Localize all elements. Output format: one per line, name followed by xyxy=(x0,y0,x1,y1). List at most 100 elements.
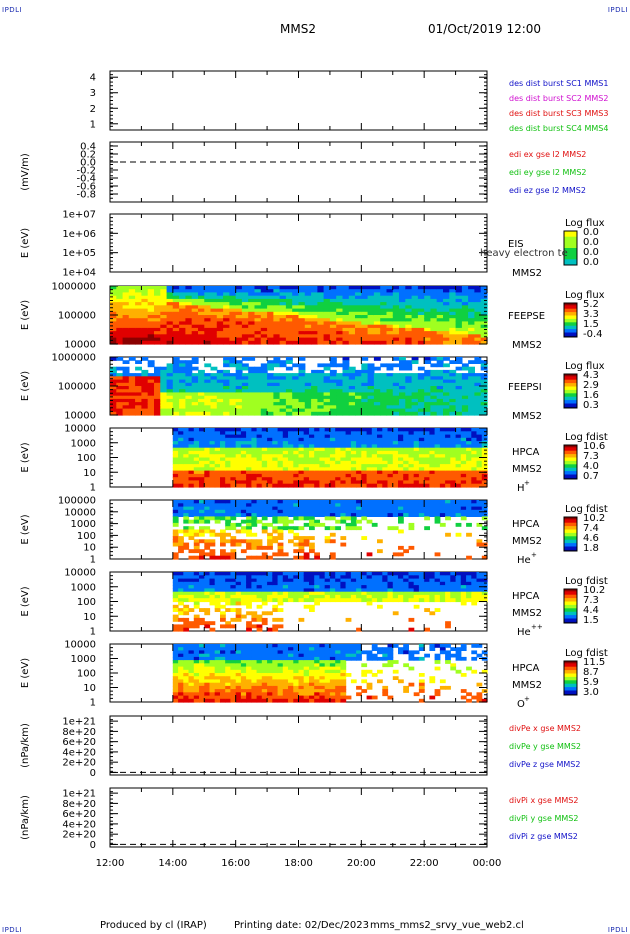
colorbar-segment xyxy=(564,330,577,332)
spectrogram-cell xyxy=(474,402,482,406)
spectrogram-cell xyxy=(480,337,488,342)
spectrogram-cell xyxy=(293,555,300,560)
colorbar-segment xyxy=(564,397,577,400)
spectrogram-cell xyxy=(443,411,450,416)
spectrogram-cell xyxy=(230,460,237,465)
spectrogram-cell xyxy=(439,450,446,455)
spectrogram-cell xyxy=(445,454,451,459)
spectrogram-cell xyxy=(260,392,268,397)
spectrogram-cell xyxy=(314,441,320,445)
spectrogram-cell xyxy=(373,411,381,416)
spectrogram-cell xyxy=(116,373,124,377)
colorbar-segment xyxy=(564,531,577,534)
spectrogram-cell xyxy=(220,532,226,537)
spectrogram-cell xyxy=(214,555,221,560)
spectrogram-cell xyxy=(429,447,436,452)
spectrogram-cell xyxy=(449,392,457,397)
spectrogram-cell xyxy=(191,295,199,300)
spectrogram-cell xyxy=(256,617,263,622)
spectrogram-cell xyxy=(282,441,289,445)
spectrogram-cell xyxy=(260,382,268,387)
spectrogram-cell xyxy=(314,522,320,527)
spectrogram-cell xyxy=(443,369,450,374)
spectrogram-cell xyxy=(285,357,293,361)
spectrogram-cell xyxy=(273,286,281,290)
spectrogram-cell xyxy=(229,363,237,368)
spectrogram-cell xyxy=(298,464,305,468)
spectrogram-cell xyxy=(288,500,294,504)
spectrogram-cell xyxy=(160,392,168,397)
spectrogram-cell xyxy=(411,292,419,297)
spectrogram-cell xyxy=(303,591,310,596)
spectrogram-cell xyxy=(277,529,284,534)
spectrogram-cell xyxy=(356,572,362,576)
spectrogram-cell xyxy=(154,324,161,329)
colorbar-segment xyxy=(564,332,577,335)
spectrogram-cell xyxy=(223,392,230,397)
spectrogram-cell xyxy=(172,431,179,436)
spectrogram-cell xyxy=(267,302,274,306)
spectrogram-cell xyxy=(366,578,373,583)
spectrogram-cell xyxy=(272,444,279,449)
spectrogram-cell xyxy=(445,460,451,465)
spectrogram-cell xyxy=(135,405,142,410)
spectrogram-cell xyxy=(160,318,168,322)
spectrogram-cell xyxy=(424,627,430,632)
spectrogram-cell xyxy=(110,373,117,377)
spectrogram-cell xyxy=(147,360,155,364)
spectrogram-cell xyxy=(417,318,425,322)
spectrogram-cell xyxy=(392,340,400,345)
spectrogram-cell xyxy=(317,334,325,339)
spectrogram-cell xyxy=(248,382,256,387)
spectrogram-cell xyxy=(216,379,224,384)
colorbar-segment xyxy=(564,472,577,474)
spectrogram-cell xyxy=(256,542,263,547)
colorbar-segment xyxy=(564,380,577,383)
spectrogram-cell xyxy=(240,503,247,508)
spectrogram-cell xyxy=(336,379,344,384)
spectrogram-cell xyxy=(336,311,344,316)
spectrogram-cell xyxy=(183,588,190,593)
panel-feeps-i xyxy=(109,356,578,416)
spectrogram-cell xyxy=(361,457,368,462)
spectrogram-cell xyxy=(474,411,482,416)
spectrogram-cell xyxy=(303,464,310,468)
spectrogram-cell xyxy=(329,526,336,531)
spectrogram-cell xyxy=(172,509,179,514)
spectrogram-cell xyxy=(216,311,224,316)
spectrogram-cell xyxy=(254,386,262,390)
spectrogram-cell xyxy=(288,473,294,478)
spectrogram-cell xyxy=(455,315,463,319)
spectrogram-cell xyxy=(193,591,200,596)
spectrogram-cell xyxy=(285,376,293,381)
spectrogram-cell xyxy=(345,572,352,576)
spectrogram-cell xyxy=(198,376,205,381)
spectrogram-cell xyxy=(204,405,212,410)
spectrogram-cell xyxy=(461,376,469,381)
spectrogram-cell xyxy=(382,585,389,589)
spectrogram-cell xyxy=(350,572,357,576)
spectrogram-cell xyxy=(348,373,356,377)
spectrogram-cell xyxy=(235,509,242,514)
spectrogram-cell xyxy=(329,470,336,475)
spectrogram-cell xyxy=(380,315,388,319)
spectrogram-cell xyxy=(455,331,463,335)
spectrogram-cell xyxy=(279,382,287,387)
spectrogram-cell xyxy=(317,324,325,329)
colorbar-segment xyxy=(564,258,577,260)
spectrogram-cell xyxy=(166,334,174,339)
spectrogram-cell xyxy=(204,408,212,413)
spectrogram-cell xyxy=(436,311,444,316)
panel-des-dist xyxy=(109,70,488,131)
spectrogram-cell xyxy=(367,292,375,297)
spectrogram-cell xyxy=(329,324,337,329)
spectrogram-cell xyxy=(377,480,383,485)
spectrogram-cell xyxy=(261,621,268,626)
spectrogram-cell xyxy=(323,408,331,413)
spectrogram-cell xyxy=(439,464,446,468)
spectrogram-cell xyxy=(267,402,274,406)
spectrogram-cell xyxy=(260,363,268,368)
spectrogram-cell xyxy=(411,305,419,310)
spectrogram-cell xyxy=(204,611,211,616)
spectrogram-cell xyxy=(199,444,205,449)
